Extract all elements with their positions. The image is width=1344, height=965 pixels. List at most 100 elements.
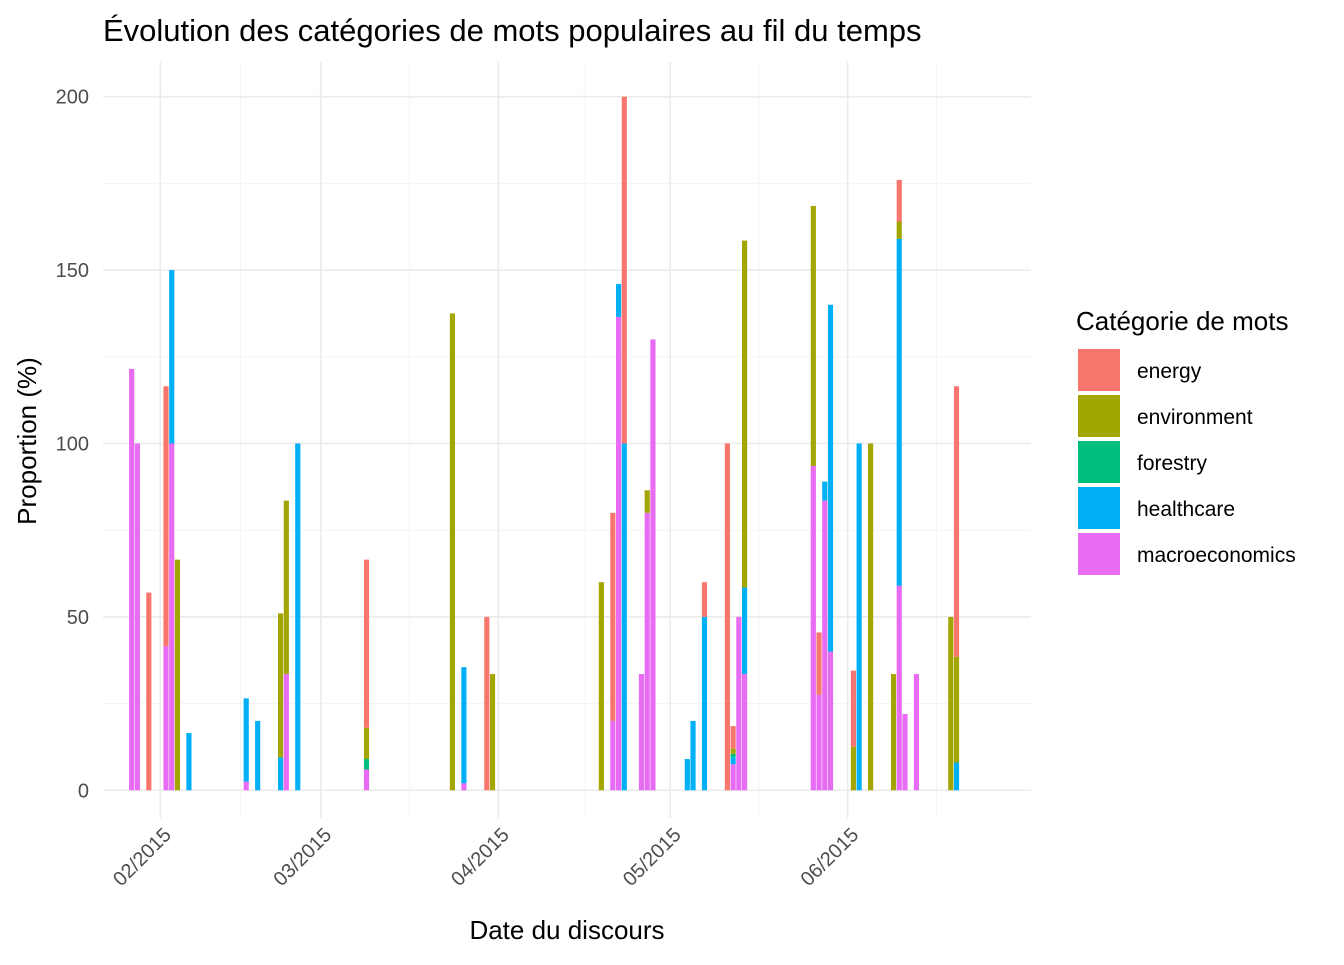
bar-segment-environment [954,657,959,763]
bar-segment-macroeconomics [244,782,249,791]
bar-segment-healthcare [828,305,833,652]
legend-label-macroeconomics: macroeconomics [1137,544,1296,567]
chart-title: Évolution des catégories de mots populai… [103,13,922,48]
bar-segment-healthcare [857,443,862,790]
bar-segment-environment [599,582,604,790]
bar-segment-environment [284,501,289,674]
bar-segment-macroeconomics [169,443,174,790]
legend-key-healthcare [1078,487,1120,529]
bar-segment-environment [450,313,455,790]
bar-segment-environment [891,674,896,790]
bar-segment-energy [622,97,627,444]
bar-segment-healthcare [742,587,747,674]
x-tick-label: 03/2015 [270,824,337,891]
bar-segment-macroeconomics [616,317,621,790]
bar-segment-energy [897,180,902,222]
bar-segment-macroeconomics [284,674,289,790]
bar-segment-macroeconomics [731,764,736,790]
legend-title: Catégorie de mots [1076,306,1288,336]
bar-segment-macroeconomics [897,586,902,791]
bar-segment-healthcare [244,698,249,781]
bar-segment-energy [146,593,151,791]
bar-segment-healthcare [731,757,736,764]
y-axis-title: Proportion (%) [12,357,42,525]
bar-segment-environment [645,490,650,513]
bar-segment-macroeconomics [610,721,615,790]
legend-label-healthcare: healthcare [1137,498,1235,521]
bar-segment-environment [175,560,180,791]
bar-segment-environment [897,222,902,239]
bar-segment-healthcare [954,763,959,791]
y-tick-label: 100 [56,433,89,455]
bar-segment-energy [731,726,736,749]
bar-segment-forestry [731,754,736,757]
bar-segment-environment [742,241,747,588]
bar-segment-healthcare [255,721,260,790]
legend-label-environment: environment [1137,406,1253,429]
bar-segment-energy [851,671,856,747]
bar-segment-energy [725,443,730,790]
x-tick-label: 05/2015 [619,824,686,891]
bar-segment-macroeconomics [364,769,369,790]
bar-segment-macroeconomics [461,783,466,790]
bar-segment-energy [702,582,707,617]
legend: Catégorie de mots energy environment fores… [1076,306,1296,575]
bar-segment-environment [490,674,495,790]
bar-segment-healthcare [461,667,466,783]
bar-segment-macroeconomics [639,674,644,790]
legend-label-energy: energy [1137,360,1202,383]
bar-segment-energy [954,386,959,657]
x-axis-title: Date du discours [469,915,664,945]
bar-segment-macroeconomics [736,617,741,790]
y-tick-label: 150 [56,260,89,282]
bar-segment-macroeconomics [645,513,650,790]
bar-segment-environment [868,443,873,790]
bar-segment-macroeconomics [822,501,827,791]
x-tick-label: 02/2015 [109,824,176,891]
bar-segment-healthcare [295,443,300,790]
legend-label-forestry: forestry [1137,452,1208,475]
y-tick-label: 0 [78,780,89,802]
bar-segment-healthcare [702,617,707,790]
y-axis-ticks: 0 50 100 150 200 [56,87,89,803]
bar-segment-macroeconomics [650,339,655,790]
bar-segment-energy [484,617,489,790]
bar-segment-macroeconomics [742,674,747,790]
bar-segment-healthcare [278,757,283,790]
bar-segment-macroeconomics [135,443,140,790]
bar-segment-macroeconomics [828,652,833,791]
bar-segment-healthcare [897,239,902,586]
legend-key-energy [1078,349,1120,391]
bar-segment-environment [851,747,856,790]
bar-segment-environment [811,206,816,466]
bar-segment-forestry [364,759,369,769]
bar-segment-macroeconomics [914,674,919,790]
y-tick-label: 50 [67,607,89,629]
bar-segment-healthcare [616,284,621,317]
y-tick-label: 200 [56,87,89,109]
bar-segment-environment [364,728,369,759]
legend-key-forestry [1078,441,1120,483]
bar-segment-macroeconomics [816,695,821,790]
bar-segment-macroeconomics [811,466,816,790]
bar-segment-energy [163,386,168,646]
bar-segment-environment [731,749,736,754]
x-axis-ticks: 02/2015 03/2015 04/2015 05/2015 06/2015 [109,824,863,891]
bar-segment-macroeconomics [902,714,907,790]
bar-segment-environment [948,617,953,790]
legend-key-macroeconomics [1078,533,1120,575]
bar-segment-healthcare [169,270,174,443]
bar-segment-environment [278,613,283,757]
bar-segment-healthcare [822,482,827,501]
bar-segment-energy [610,513,615,721]
bar-segment-healthcare [186,733,191,790]
bar-segment-healthcare [690,721,695,790]
bar-segment-macroeconomics [163,646,168,790]
x-tick-label: 04/2015 [447,824,514,891]
x-tick-label: 06/2015 [797,824,864,891]
bar-segment-macroeconomics [129,369,134,790]
bar-segment-energy [364,560,369,728]
bar-segment-healthcare [685,759,690,790]
